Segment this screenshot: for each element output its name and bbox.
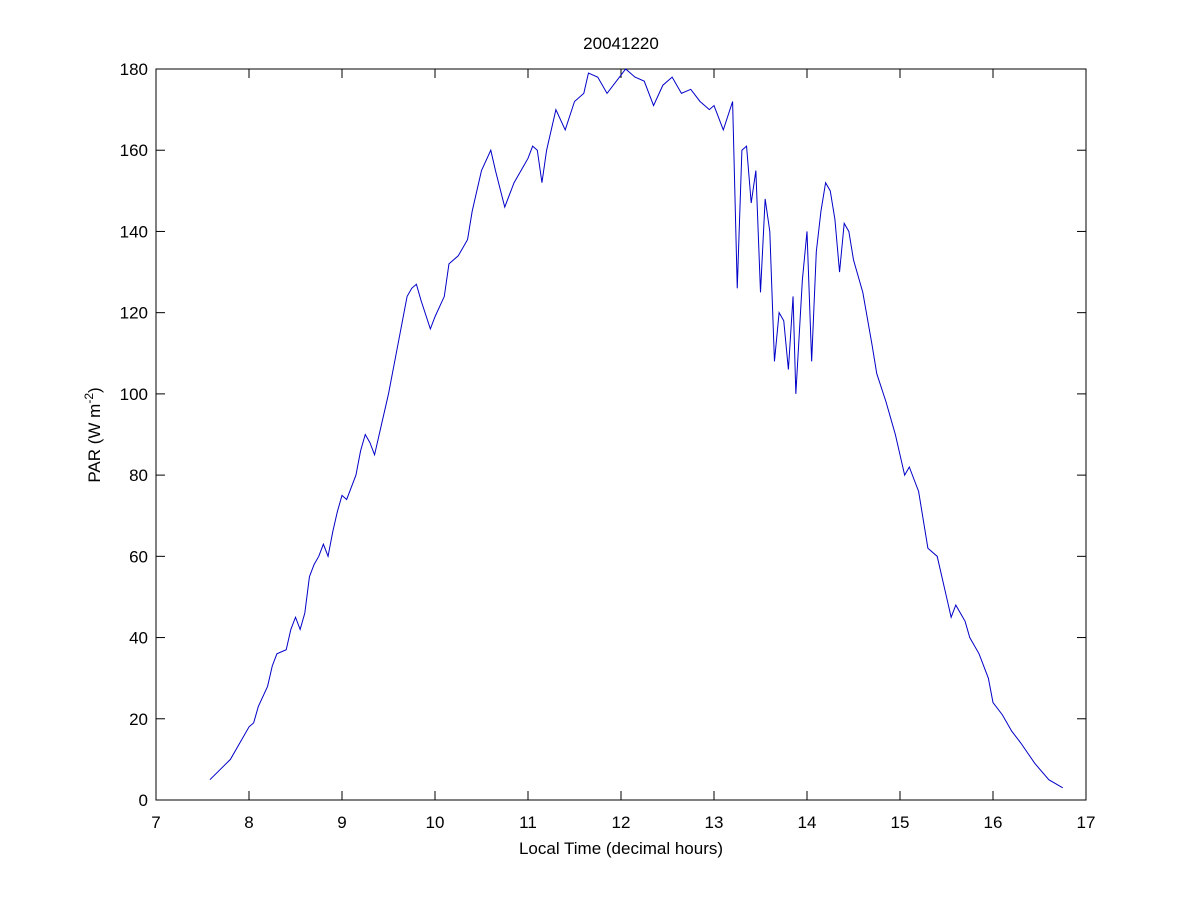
data-line — [209, 68, 1064, 789]
y-axis-label-close: ) — [85, 387, 104, 393]
x-tick-label: 13 — [705, 813, 724, 832]
y-tick-label: 120 — [120, 304, 148, 323]
chart-title: 20041220 — [583, 34, 659, 53]
x-tick-label: 16 — [984, 813, 1003, 832]
y-tick-label: 160 — [120, 141, 148, 160]
y-tick-label: 180 — [120, 60, 148, 79]
y-tick-label: 140 — [120, 222, 148, 241]
x-tick-label: 17 — [1077, 813, 1096, 832]
y-tick-label: 100 — [120, 385, 148, 404]
x-tick-label: 11 — [519, 813, 537, 832]
x-tick-label: 12 — [612, 813, 631, 832]
x-tick-label: 9 — [337, 813, 346, 832]
x-tick-label: 8 — [244, 813, 253, 832]
x-axis-label: Local Time (decimal hours) — [519, 839, 723, 858]
y-tick-label: 20 — [129, 710, 148, 729]
y-tick-label: 40 — [129, 629, 148, 648]
x-tick-label: 10 — [426, 813, 445, 832]
y-tick-label: 80 — [129, 466, 148, 485]
y-axis-label-exponent: -2 — [82, 393, 96, 404]
x-tick-label: 7 — [151, 813, 160, 832]
x-tick-label: 15 — [891, 813, 910, 832]
x-tick-label: 14 — [798, 813, 817, 832]
y-tick-label: 60 — [129, 547, 148, 566]
y-axis-label-main: PAR (W m — [85, 404, 104, 483]
y-axis-label: PAR (W m-2) — [82, 387, 104, 482]
y-tick-label: 0 — [139, 791, 148, 810]
